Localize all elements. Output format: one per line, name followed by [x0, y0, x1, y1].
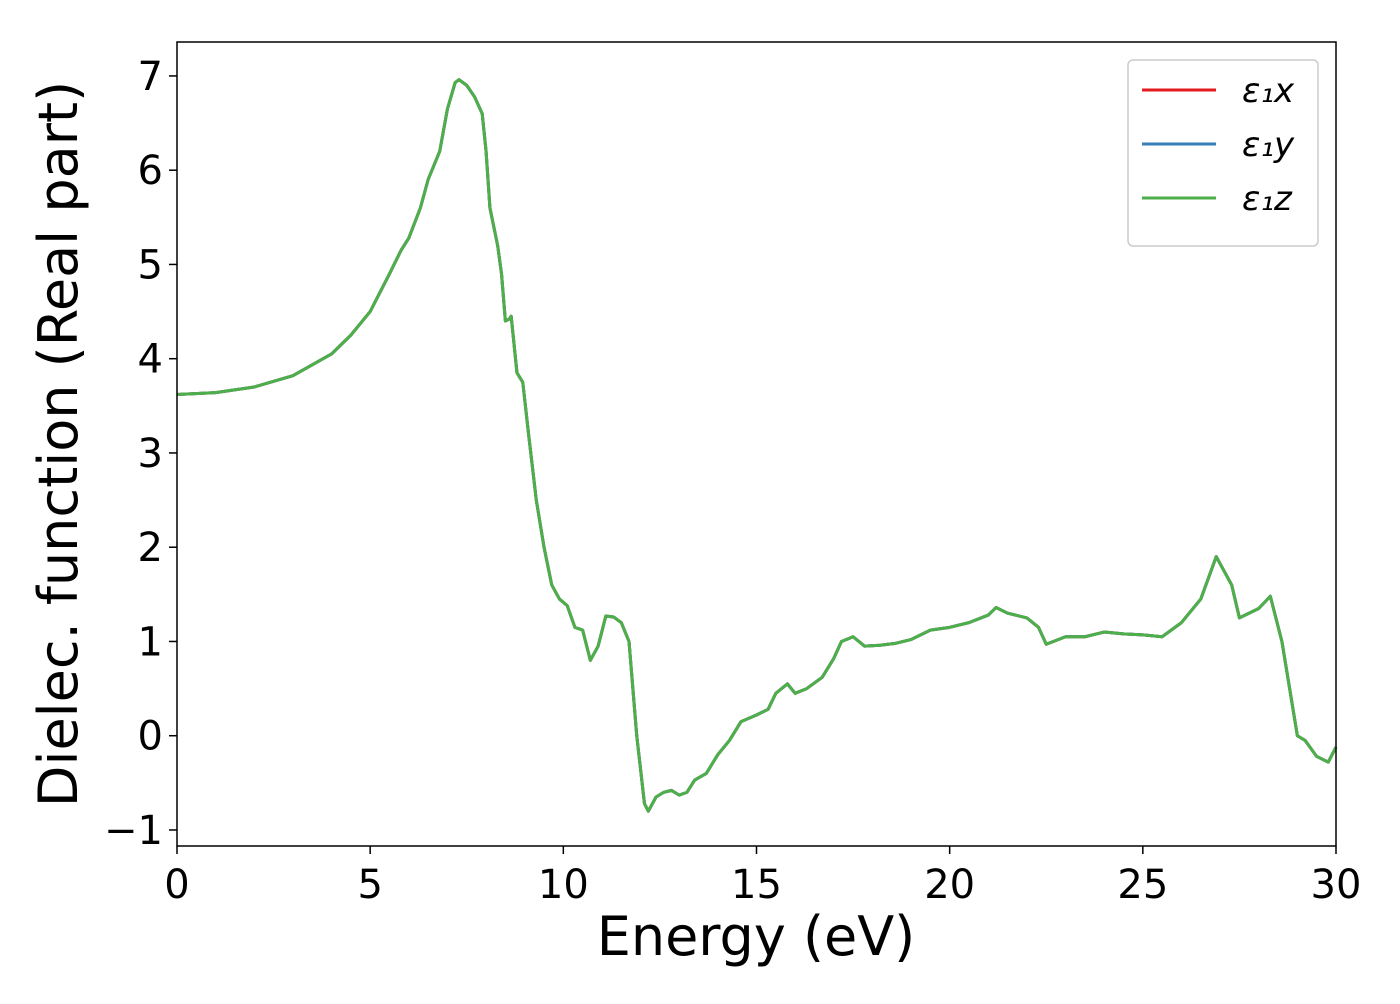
- x-tick-label: 10: [538, 862, 589, 908]
- legend-label: ε₁x: [1242, 71, 1295, 111]
- series-line: [176, 78, 1338, 813]
- y-tick-label: 6: [138, 148, 163, 194]
- x-tick-label: 5: [357, 862, 382, 908]
- x-axis-label: Energy (eV): [597, 905, 916, 968]
- legend-label: ε₁y: [1242, 125, 1295, 165]
- y-tick-label: 4: [138, 337, 163, 383]
- y-tick-label: −1: [104, 808, 163, 854]
- y-tick-label: 2: [138, 525, 163, 571]
- y-tick-label: 1: [138, 619, 163, 665]
- x-tick-label: 25: [1117, 862, 1168, 908]
- y-tick-label: 0: [138, 714, 163, 760]
- x-tick-label: 15: [731, 862, 782, 908]
- plot-frame: [176, 41, 1337, 847]
- y-tick-label: 3: [138, 431, 163, 477]
- x-tick-label: 0: [164, 862, 189, 908]
- x-tick-label: 30: [1311, 862, 1362, 908]
- y-axis-label: Dielec. function (Real part): [27, 81, 90, 807]
- y-tick-label: 7: [138, 54, 163, 100]
- legend-label: ε₁z: [1242, 179, 1293, 219]
- y-tick-label: 5: [138, 242, 163, 288]
- x-tick-label: 20: [924, 862, 975, 908]
